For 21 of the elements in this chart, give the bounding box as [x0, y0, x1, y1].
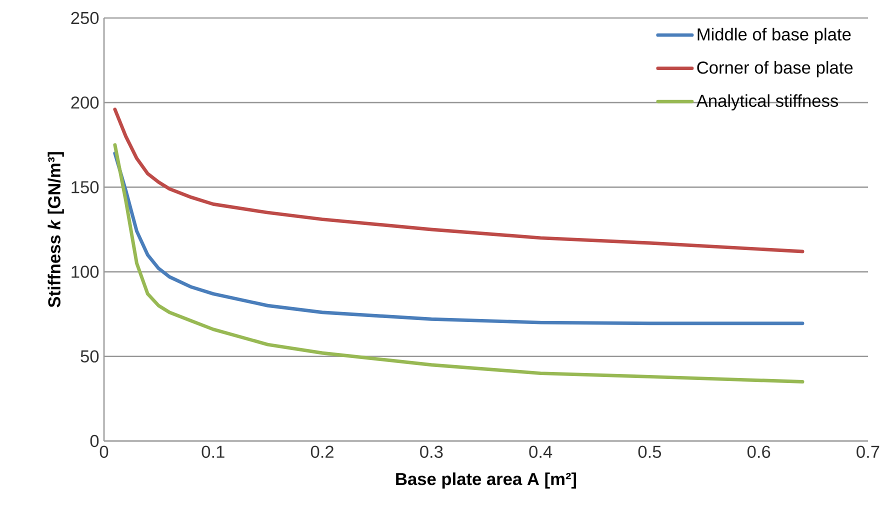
y-tick-label: 100: [72, 266, 99, 278]
y-tick-label: 0: [90, 434, 99, 448]
x-tick-label: 0.4: [529, 446, 552, 458]
x-tick-label: 0.3: [420, 446, 443, 458]
x-tick-label: 0.2: [310, 446, 334, 458]
x-tick-label: 0.5: [638, 446, 662, 458]
x-tick-label: 0.6: [747, 446, 770, 458]
y-axis-title: Stiffness k [GN/m³]: [48, 152, 64, 308]
y-tick-label: 200: [71, 96, 99, 109]
legend-label: Corner of base plate: [697, 61, 853, 78]
line-series: [113, 143, 804, 384]
line-series: [113, 152, 804, 326]
legend-label: Middle of base plate: [698, 28, 851, 44]
legend-label: Analytical stiffness: [696, 94, 838, 110]
x-axis-title: Base plate area A [m²]: [396, 472, 576, 489]
x-tick-label: 0: [100, 446, 108, 458]
y-tick-label: 150: [72, 181, 99, 194]
x-tick-label: 0.1: [202, 446, 224, 458]
y-tick-label: 50: [80, 350, 99, 363]
y-tick-label: 250: [71, 12, 99, 24]
x-tick-label: 0.7: [856, 446, 880, 458]
